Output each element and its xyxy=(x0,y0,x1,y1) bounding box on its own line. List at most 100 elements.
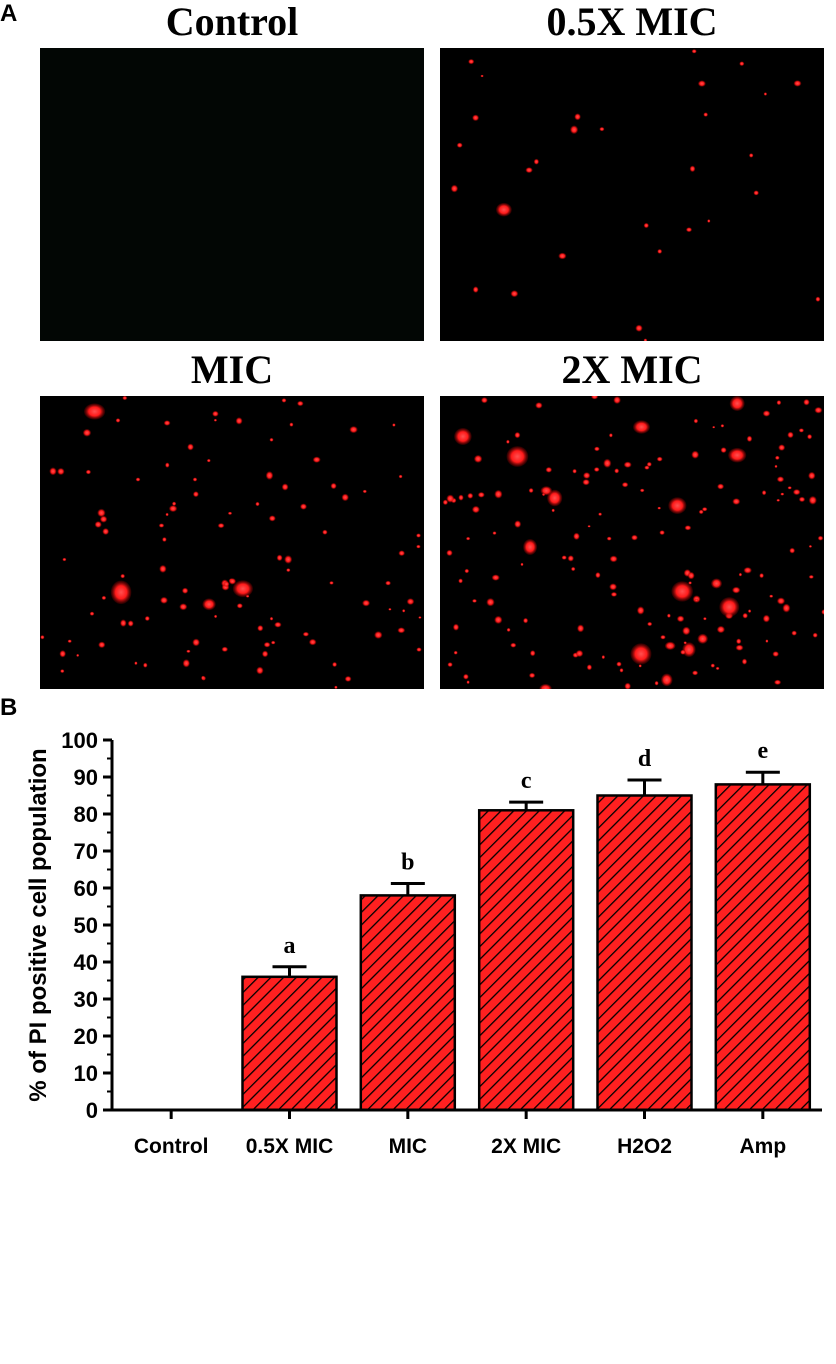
fluorescent-cell-spot xyxy=(570,125,579,134)
micrograph-title-mic: MIC xyxy=(190,347,274,392)
fluorescent-cell-spot xyxy=(671,581,693,602)
fluorescent-cell-spot xyxy=(610,592,618,597)
fluorescent-cell-spot xyxy=(59,650,66,658)
fluorescent-cell-spot xyxy=(684,525,692,531)
x-tick-label: 0.5X MIC xyxy=(246,1135,334,1158)
fluorescent-cell-spot xyxy=(633,420,650,434)
fluorescent-cell-spot xyxy=(492,531,497,535)
fluorescent-cell-spot xyxy=(494,489,503,499)
fluorescent-cell-spot xyxy=(309,638,317,646)
fluorescent-cell-spot xyxy=(446,494,455,503)
fluorescent-cell-spot xyxy=(710,663,715,668)
fluorescent-cell-spot xyxy=(115,418,121,423)
fluorescent-cell-spot xyxy=(192,638,200,647)
fluorescent-cell-spot xyxy=(660,635,666,640)
fluorescent-cell-spot xyxy=(791,630,797,636)
fluorescent-cell-spot xyxy=(656,456,663,462)
fluorescent-cell-spot xyxy=(456,142,463,148)
fluorescent-cell-spot xyxy=(472,286,479,293)
fluorescent-cell-spot xyxy=(82,429,92,437)
fluorescent-cell-spot xyxy=(533,158,539,165)
fluorescent-cell-spot xyxy=(717,483,724,490)
fluorescent-cell-spot xyxy=(506,439,510,444)
fluorescent-cell-spot xyxy=(694,598,699,602)
fluorescent-cell-spot xyxy=(748,609,752,613)
fluorescent-cell-spot xyxy=(551,508,555,513)
fluorescent-cell-spot xyxy=(609,555,618,563)
fluorescent-cell-spot xyxy=(122,396,128,401)
fluorescent-cell-spot xyxy=(159,565,167,573)
fluorescent-cell-spot xyxy=(269,616,274,621)
fluorescent-cell-spot xyxy=(808,575,814,579)
fluorescent-cell-spot xyxy=(416,647,422,652)
fluorescent-cell-spot xyxy=(406,598,415,605)
fluorescent-cell-spot xyxy=(332,662,337,667)
fluorescent-cell-spot xyxy=(535,402,543,409)
fluorescent-cell-spot xyxy=(777,597,785,605)
fluorescent-cell-spot xyxy=(510,642,517,648)
fluorescent-cell-spot xyxy=(657,506,661,510)
fluorescent-cell-spot xyxy=(120,619,127,627)
fluorescent-cell-spot xyxy=(686,227,692,233)
x-tick-label: Amp xyxy=(739,1135,786,1158)
fluorescent-cell-spot xyxy=(561,555,567,560)
fluorescent-cell-spot xyxy=(464,568,470,574)
fluorescent-cell-spot xyxy=(687,571,695,580)
fluorescent-cell-spot xyxy=(693,418,699,424)
fluorescent-cell-spot xyxy=(599,127,605,132)
fluorescent-cell-spot xyxy=(494,615,503,624)
fluorescent-cell-spot xyxy=(707,219,711,223)
y-tick-label: 80 xyxy=(74,802,98,827)
bar-4 xyxy=(596,794,693,1112)
fluorescent-cell-spot xyxy=(135,477,141,482)
micrograph-half-mic xyxy=(440,48,824,341)
fluorescent-cell-spot xyxy=(682,642,696,657)
fluorescent-cell-spot xyxy=(193,491,199,498)
fluorescent-cell-spot xyxy=(514,520,522,528)
fluorescent-cell-spot xyxy=(654,680,659,686)
fluorescent-cell-spot xyxy=(647,621,653,627)
fluorescent-cell-spot xyxy=(545,467,552,473)
fluorescent-cell-spot xyxy=(547,489,563,507)
fluorescent-cell-spot xyxy=(753,190,759,196)
fluorescent-cell-spot xyxy=(657,249,663,254)
fluorescent-cell-spot xyxy=(739,61,745,66)
fluorescent-cell-spot xyxy=(510,290,519,298)
fluorescent-cell-spot xyxy=(520,562,524,567)
fluorescent-cell-spot xyxy=(506,446,529,467)
significance-letter-2: b xyxy=(401,850,414,876)
fluorescent-cell-spot xyxy=(789,547,795,554)
fluorescent-cell-spot xyxy=(496,202,512,217)
fluorescent-cell-spot xyxy=(458,578,463,584)
fluorescent-cell-spot xyxy=(582,479,590,486)
fluorescent-cell-spot xyxy=(577,624,585,633)
fluorescent-cell-spot xyxy=(100,515,108,523)
y-tick-label: 30 xyxy=(74,987,98,1012)
bar-5 xyxy=(714,783,812,1112)
fluorescent-cell-spot xyxy=(631,534,638,541)
fluorescent-cell-spot xyxy=(614,468,620,474)
fluorescent-cell-spot xyxy=(735,644,744,651)
fluorescent-cell-spot xyxy=(692,670,699,676)
fluorescent-cell-spot xyxy=(374,631,383,639)
fluorescent-cell-spot xyxy=(286,568,291,572)
fluorescent-cell-spot xyxy=(349,426,358,434)
fluorescent-cell-spot xyxy=(523,539,538,555)
fluorescent-cell-spot xyxy=(619,668,624,673)
fluorescent-cell-spot xyxy=(179,603,188,611)
fluorescent-cell-spot xyxy=(217,523,225,529)
x-tick-label: 2X MIC xyxy=(491,1135,561,1158)
fluorescent-cell-spot xyxy=(110,580,132,605)
fluorescent-cell-spot xyxy=(609,583,617,591)
fluorescent-cell-spot xyxy=(606,536,612,541)
fluorescent-cell-spot xyxy=(586,664,592,671)
fluorescent-cell-spot xyxy=(182,587,189,594)
fluorescent-cell-spot xyxy=(643,338,648,341)
bar-chart: a b c d e 0 10 20 30 40 50 60 70 80 90 100 Control 0.5X M… xyxy=(25,728,822,1158)
fluorescent-cell-spot xyxy=(591,396,599,400)
significance-letter-4: d xyxy=(638,746,652,772)
panel-a-label: A xyxy=(0,0,18,27)
fluorescent-cell-spot xyxy=(228,578,236,585)
fluorescent-cell-spot xyxy=(491,574,500,581)
fluorescent-cell-spot xyxy=(84,403,106,420)
